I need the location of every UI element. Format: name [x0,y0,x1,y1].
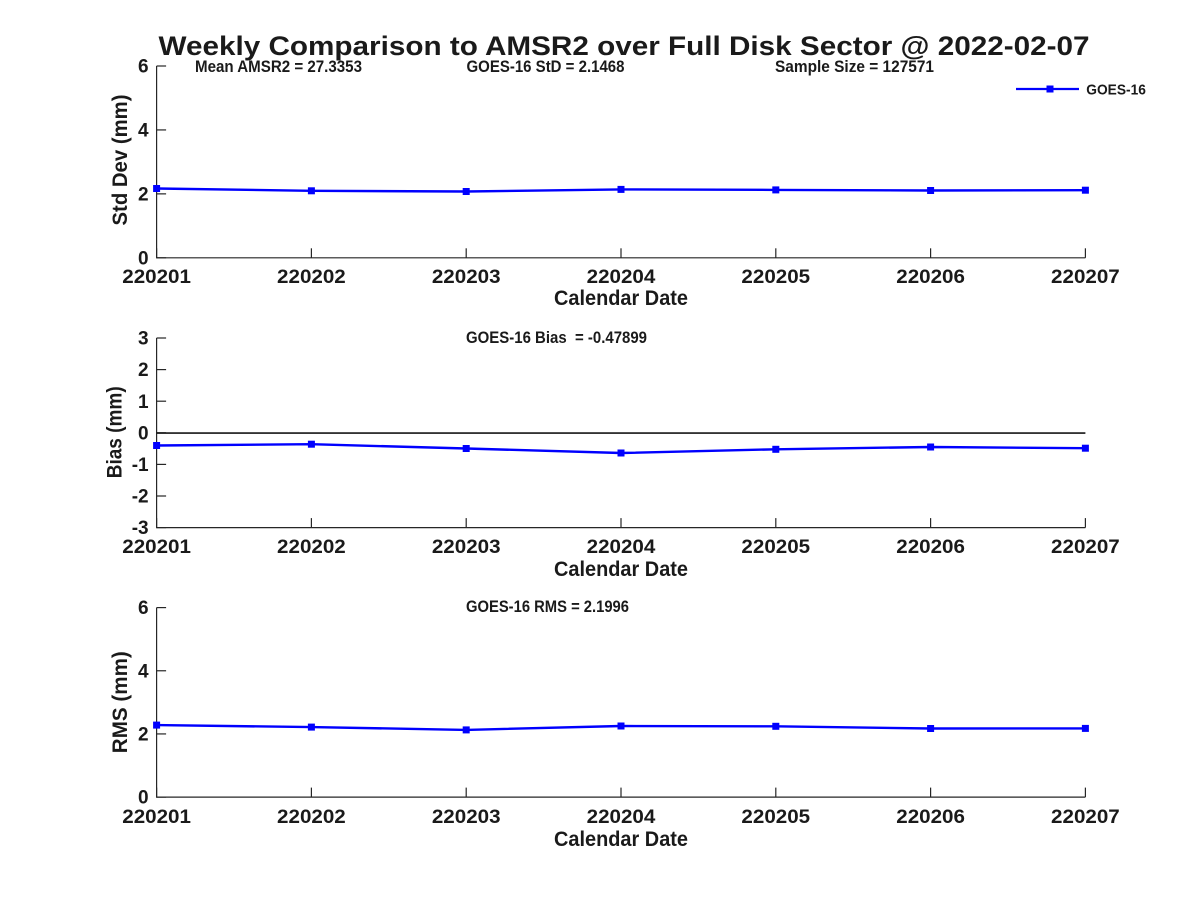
svg-text:220205: 220205 [741,807,810,828]
svg-text:220204: 220204 [587,267,656,288]
svg-text:3: 3 [138,329,149,350]
svg-text:220204: 220204 [587,807,656,828]
svg-text:6: 6 [138,57,149,78]
svg-text:2: 2 [138,184,149,205]
svg-text:GOES-16: GOES-16 [1086,81,1146,98]
svg-text:220206: 220206 [896,807,965,828]
svg-text:4: 4 [138,121,149,142]
svg-text:1: 1 [138,392,149,413]
svg-text:Sample Size = 127571: Sample Size = 127571 [775,57,934,76]
svg-text:0: 0 [138,423,149,444]
svg-text:GOES-16 RMS = 2.1996: GOES-16 RMS = 2.1996 [466,597,629,616]
svg-text:Bias (mm): Bias (mm) [104,386,127,478]
svg-text:RMS (mm): RMS (mm) [109,651,132,753]
svg-text:0: 0 [138,788,149,809]
svg-text:220201: 220201 [122,807,191,828]
svg-text:Std Dev (mm): Std Dev (mm) [109,95,132,226]
svg-text:220206: 220206 [896,537,965,558]
svg-text:Mean AMSR2 = 27.3353: Mean AMSR2 = 27.3353 [195,57,362,76]
svg-text:Weekly Comparison to AMSR2 ove: Weekly Comparison to AMSR2 over Full Dis… [159,31,1090,61]
svg-text:220203: 220203 [432,807,501,828]
svg-text:220205: 220205 [741,267,810,288]
svg-text:220206: 220206 [896,267,965,288]
svg-text:220202: 220202 [277,537,346,558]
svg-text:0: 0 [138,248,149,269]
svg-text:4: 4 [138,661,149,682]
svg-text:GOES-16 Bias = -0.47899: GOES-16 Bias = -0.47899 [466,328,647,347]
svg-text:220203: 220203 [432,267,501,288]
svg-text:2: 2 [138,360,149,381]
svg-text:Calendar Date: Calendar Date [554,558,688,581]
svg-text:220202: 220202 [277,267,346,288]
svg-text:-3: -3 [132,518,149,539]
svg-text:220202: 220202 [277,807,346,828]
svg-text:220201: 220201 [122,267,191,288]
svg-text:-2: -2 [132,487,149,508]
svg-text:2: 2 [138,725,149,746]
svg-text:220203: 220203 [432,537,501,558]
svg-text:220201: 220201 [122,537,191,558]
svg-text:220207: 220207 [1051,267,1120,288]
svg-text:Calendar Date: Calendar Date [554,828,688,851]
svg-text:220205: 220205 [741,537,810,558]
svg-text:220207: 220207 [1051,537,1120,558]
svg-text:220207: 220207 [1051,807,1120,828]
svg-text:Calendar Date: Calendar Date [554,287,688,310]
svg-text:-1: -1 [132,455,149,476]
svg-text:GOES-16 StD = 2.1468: GOES-16 StD = 2.1468 [467,57,625,76]
svg-text:6: 6 [138,598,149,619]
svg-text:220204: 220204 [587,537,656,558]
